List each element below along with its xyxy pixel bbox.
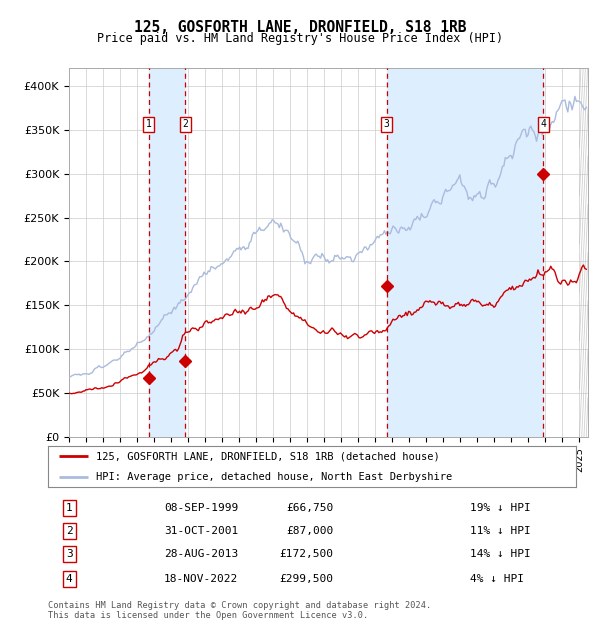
Text: £172,500: £172,500 [279, 549, 333, 559]
Text: 125, GOSFORTH LANE, DRONFIELD, S18 1RB: 125, GOSFORTH LANE, DRONFIELD, S18 1RB [134, 20, 466, 35]
Text: 11% ↓ HPI: 11% ↓ HPI [470, 526, 531, 536]
Text: 3: 3 [383, 120, 389, 130]
Text: 1: 1 [146, 120, 152, 130]
Text: £66,750: £66,750 [286, 503, 333, 513]
Text: 19% ↓ HPI: 19% ↓ HPI [470, 503, 531, 513]
Text: Price paid vs. HM Land Registry's House Price Index (HPI): Price paid vs. HM Land Registry's House … [97, 32, 503, 45]
Text: £87,000: £87,000 [286, 526, 333, 536]
Text: 28-AUG-2013: 28-AUG-2013 [164, 549, 238, 559]
Text: 4: 4 [66, 574, 73, 584]
Text: 4: 4 [541, 120, 547, 130]
Bar [386, 68, 544, 437]
Text: 31-OCT-2001: 31-OCT-2001 [164, 526, 238, 536]
Text: 08-SEP-1999: 08-SEP-1999 [164, 503, 238, 513]
Text: £299,500: £299,500 [279, 574, 333, 584]
Text: 18-NOV-2022: 18-NOV-2022 [164, 574, 238, 584]
Text: 2: 2 [182, 120, 188, 130]
Text: 14% ↓ HPI: 14% ↓ HPI [470, 549, 531, 559]
Text: 2: 2 [66, 526, 73, 536]
Text: Contains HM Land Registry data © Crown copyright and database right 2024.: Contains HM Land Registry data © Crown c… [48, 601, 431, 611]
Text: 125, GOSFORTH LANE, DRONFIELD, S18 1RB (detached house): 125, GOSFORTH LANE, DRONFIELD, S18 1RB (… [95, 451, 439, 461]
Text: 4% ↓ HPI: 4% ↓ HPI [470, 574, 524, 584]
Text: 3: 3 [66, 549, 73, 559]
Text: 1: 1 [66, 503, 73, 513]
Text: This data is licensed under the Open Government Licence v3.0.: This data is licensed under the Open Gov… [48, 611, 368, 620]
Bar [149, 68, 185, 437]
Text: HPI: Average price, detached house, North East Derbyshire: HPI: Average price, detached house, Nort… [95, 472, 452, 482]
